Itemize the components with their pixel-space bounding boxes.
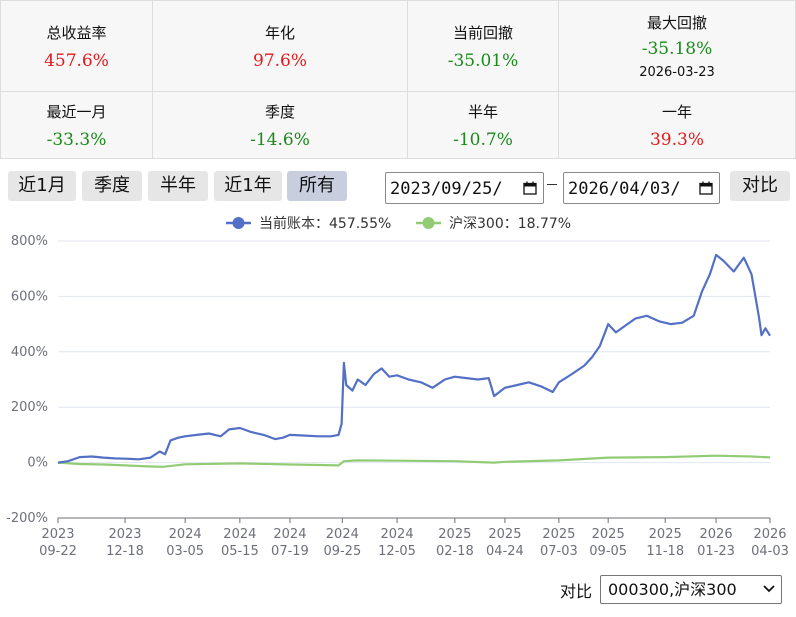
x-tick-label-year: 2025 (488, 527, 521, 542)
x-tick-label-date: 05-15 (221, 544, 259, 559)
legend-marker (422, 217, 435, 229)
x-tick-label-year: 2024 (326, 527, 359, 542)
x-tick-label-date: 09-05 (589, 544, 627, 559)
stat-label: 季度 (264, 102, 295, 121)
x-tick-label-date: 02-18 (436, 544, 474, 559)
x-tick-label-date: 07-19 (271, 544, 309, 559)
stat-value: -14.6% (250, 129, 310, 150)
start-date-input[interactable]: 2023/09/25/ (385, 172, 544, 204)
stat-date: 2026-03-23 (639, 65, 715, 80)
x-tick-label-year: 2025 (592, 527, 625, 542)
stat-value: 457.6% (44, 50, 109, 71)
x-tick-label-year: 2025 (438, 527, 471, 542)
end-date-value: 2026/04/03/ (568, 179, 681, 199)
compare-select-value: 000300,沪深300 (608, 580, 737, 599)
stat-current-drawdown: 当前回撤 -35.01% (407, 0, 559, 92)
stat-quarter: 季度 -14.6% (152, 91, 408, 159)
x-tick-label-date: 09-25 (323, 544, 361, 559)
y-tick-label: 0% (27, 456, 48, 471)
x-tick-label-year: 2026 (700, 527, 733, 542)
start-date-value: 2023/09/25/ (390, 179, 503, 199)
range-all-button[interactable]: 所有 (287, 171, 347, 201)
x-tick-label-date: 07-03 (540, 544, 578, 559)
stat-total-return: 总收益率 457.6% (0, 0, 153, 92)
x-tick-label-date: 12-05 (378, 544, 416, 559)
x-tick-label-date: 03-05 (166, 544, 204, 559)
range-quarter-button[interactable]: 季度 (82, 171, 142, 201)
x-tick-label-year: 2024 (169, 527, 202, 542)
x-tick-label-year: 2025 (542, 527, 575, 542)
compare-select-label: 对比 (560, 582, 593, 601)
end-date-input[interactable]: 2026/04/03/ (563, 172, 720, 204)
x-tick-label-date: 01-23 (697, 544, 735, 559)
compare-index-select[interactable]: 000300,沪深300 (600, 575, 782, 604)
stat-value: 39.3% (649, 129, 704, 150)
x-tick-label-year: 2025 (649, 527, 682, 542)
stat-value: -35.01% (447, 50, 519, 71)
stat-value: 97.6% (252, 50, 307, 71)
calendar-icon[interactable] (523, 181, 537, 195)
legend-marker (232, 217, 245, 229)
y-tick-label: -200% (6, 511, 48, 526)
chevron-down-icon (763, 585, 775, 593)
stat-value: -33.3% (46, 129, 107, 150)
x-tick-label-year: 2026 (753, 527, 786, 542)
stat-value: -10.7% (453, 129, 513, 150)
stat-value: -35.18% (641, 39, 713, 59)
range-1m-button[interactable]: 近1月 (8, 171, 76, 201)
stat-label: 当前回撤 (452, 23, 513, 42)
performance-chart: -200% 0% 200% 400% 600% 800% 2023 09-22 2023 12-1… (6, 215, 789, 559)
stat-half-year: 半年 -10.7% (407, 91, 559, 159)
x-tick-label-year: 2024 (223, 527, 256, 542)
y-tick-label: 600% (11, 289, 48, 304)
y-tick-label: 400% (11, 345, 48, 360)
x-tick-label-date: 09-22 (39, 544, 77, 559)
y-tick-label: 200% (11, 400, 48, 415)
x-tick-label-date: 04-24 (486, 544, 524, 559)
x-tick-label-year: 2024 (381, 527, 414, 542)
compare-button[interactable]: 对比 (730, 171, 790, 201)
stats-table: 总收益率 457.6% 年化 97.6% 当前回撤 -35.01% 最大回撤 -… (0, 0, 796, 159)
stat-label: 总收益率 (46, 23, 107, 42)
stat-annualized: 年化 97.6% (152, 0, 408, 92)
stat-one-year: 一年 39.3% (558, 91, 796, 159)
stat-label: 一年 (661, 102, 692, 121)
stat-label: 最大回撤 (646, 14, 707, 32)
stat-last-month: 最近一月 -33.3% (0, 91, 153, 159)
date-range-separator (547, 184, 557, 185)
legend-label: 沪深300：18.77% (449, 216, 571, 232)
x-tick-label-date: 11-18 (646, 544, 684, 559)
y-tick-label: 800% (11, 234, 48, 249)
stat-label: 年化 (264, 23, 295, 42)
stat-max-drawdown: 最大回撤 -35.18% 2026-03-23 (558, 0, 796, 92)
calendar-icon[interactable] (699, 181, 713, 195)
x-tick-label-year: 2023 (41, 527, 74, 542)
series-line (57, 253, 771, 464)
x-tick-label-date: 12-18 (106, 544, 144, 559)
stat-label: 最近一月 (46, 102, 107, 121)
x-tick-label-date: 04-03 (751, 544, 789, 559)
x-tick-label-year: 2023 (108, 527, 141, 542)
range-1y-button[interactable]: 近1年 (214, 171, 282, 201)
stat-label: 半年 (467, 102, 498, 121)
range-half-year-button[interactable]: 半年 (148, 171, 208, 201)
series-line (57, 454, 771, 468)
x-tick-label-year: 2024 (273, 527, 306, 542)
legend-label: 当前账本：457.55% (259, 215, 391, 232)
